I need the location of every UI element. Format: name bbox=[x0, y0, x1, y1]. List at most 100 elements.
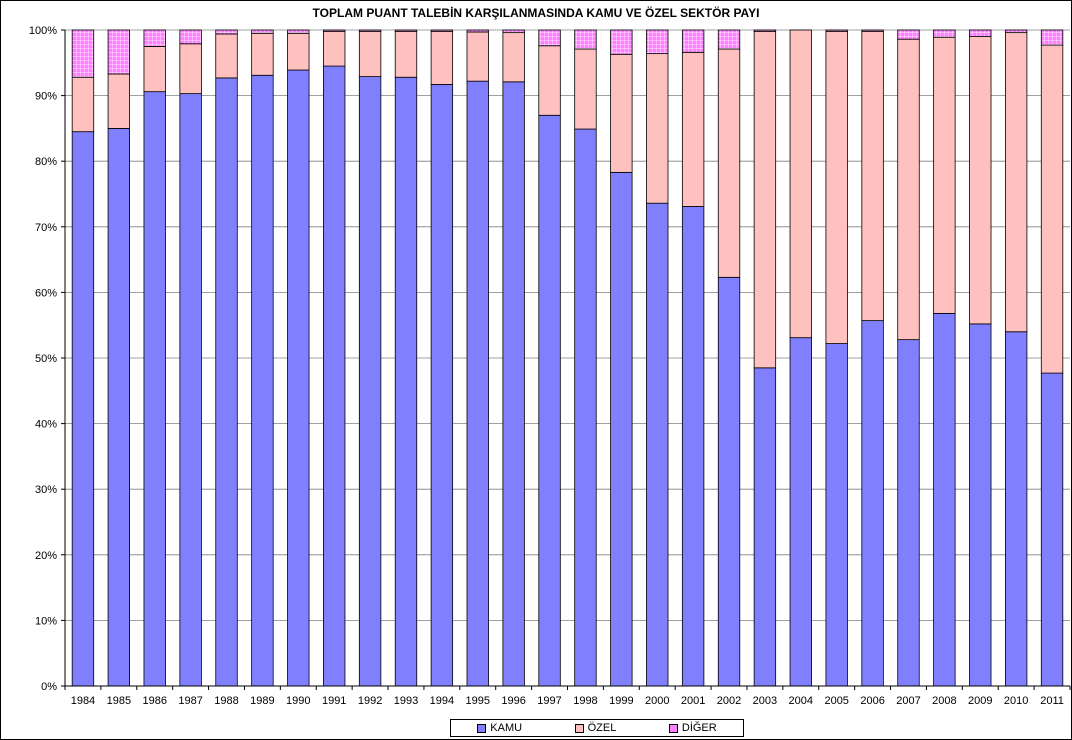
x-tick-label: 1991 bbox=[322, 695, 346, 707]
x-tick-label: 1993 bbox=[394, 695, 418, 707]
bar-segment-di-er-1999 bbox=[610, 29, 633, 55]
bar-segment-di-er-1986 bbox=[143, 29, 166, 47]
bar-segment--zel-1986 bbox=[143, 46, 166, 93]
x-tick-label: 2010 bbox=[1004, 695, 1028, 707]
legend-label-diger: DİĞER bbox=[681, 722, 717, 734]
bar-segment-kamu-1999 bbox=[610, 171, 633, 687]
x-tick-label: 2005 bbox=[824, 695, 848, 707]
bar-segment-di-er-2000 bbox=[646, 29, 669, 55]
bar-segment--zel-2007 bbox=[897, 38, 920, 341]
bar-segment--zel-2008 bbox=[933, 36, 956, 314]
x-tick-label: 1994 bbox=[430, 695, 454, 707]
x-tick-label: 2009 bbox=[968, 695, 992, 707]
bar-segment-kamu-2006 bbox=[861, 320, 884, 687]
x-tick-label: 2008 bbox=[932, 695, 956, 707]
y-tick-label: 100% bbox=[29, 25, 57, 37]
bar-segment-kamu-2002 bbox=[717, 276, 741, 687]
legend: KAMU ÖZEL DİĞER bbox=[450, 719, 744, 737]
bar-segment--zel-2001 bbox=[681, 51, 705, 207]
bar-segment-di-er-1995 bbox=[466, 29, 489, 33]
bar-segment--zel-1988 bbox=[215, 33, 238, 79]
bar-segment--zel-1998 bbox=[574, 48, 597, 130]
bar-segment-di-er-1993 bbox=[394, 29, 418, 32]
bar-segment--zel-1999 bbox=[610, 53, 633, 173]
bar-segment--zel-1996 bbox=[502, 32, 525, 83]
bar-segment--zel-2000 bbox=[646, 53, 669, 204]
y-tick-label: 10% bbox=[35, 615, 57, 627]
x-tick-label: 1988 bbox=[214, 695, 238, 707]
bar-segment--zel-1990 bbox=[287, 32, 310, 71]
bar-segment-kamu-1987 bbox=[179, 93, 202, 687]
y-tick-label: 50% bbox=[35, 353, 57, 365]
bar-segment-kamu-1984 bbox=[71, 131, 95, 687]
y-tick-label: 90% bbox=[35, 91, 57, 103]
bar-segment-kamu-1997 bbox=[538, 114, 561, 687]
y-tick-label: 60% bbox=[35, 287, 57, 299]
x-tick-label: 2011 bbox=[1040, 695, 1064, 707]
bar-segment--zel-2005 bbox=[825, 30, 848, 344]
bar-segment-di-er-2003 bbox=[753, 29, 777, 32]
bar-segment--zel-2011 bbox=[1040, 44, 1064, 374]
bar-segment-kamu-2004 bbox=[789, 337, 812, 687]
bar-segment--zel-2002 bbox=[717, 48, 741, 278]
bar-segment-di-er-1998 bbox=[574, 29, 597, 50]
bar-segment-kamu-1990 bbox=[287, 69, 310, 687]
bar-segment-kamu-1995 bbox=[466, 80, 489, 687]
bar-segment-kamu-2000 bbox=[646, 202, 669, 687]
y-tick-label: 70% bbox=[35, 222, 57, 234]
legend-swatch-diger bbox=[668, 723, 678, 733]
x-tick-label: 2002 bbox=[717, 695, 741, 707]
bar-segment--zel-1991 bbox=[323, 30, 346, 67]
legend-item-kamu: KAMU bbox=[477, 722, 522, 734]
bar-segment-di-er-2008 bbox=[933, 29, 956, 38]
legend-label-kamu: KAMU bbox=[490, 722, 523, 734]
bar-segment-di-er-1985 bbox=[107, 29, 131, 75]
y-tick-label: 40% bbox=[35, 419, 57, 431]
y-tick-label: 30% bbox=[35, 484, 57, 496]
x-tick-label: 1986 bbox=[142, 695, 166, 707]
legend-item-diger: DİĞER bbox=[668, 722, 717, 734]
bar-segment--zel-2010 bbox=[1004, 32, 1028, 333]
bar-segment-di-er-1987 bbox=[179, 29, 202, 45]
bars bbox=[71, 29, 1064, 687]
bar-segment-di-er-1988 bbox=[215, 29, 238, 35]
bar-segment--zel-1994 bbox=[430, 30, 454, 85]
x-tick-label: 1990 bbox=[286, 695, 310, 707]
bar-segment-di-er-2007 bbox=[897, 29, 920, 40]
bar-segment-di-er-1989 bbox=[251, 29, 274, 34]
x-tick-label: 2003 bbox=[753, 695, 777, 707]
bar-segment-kamu-1986 bbox=[143, 91, 166, 687]
bar-segment-kamu-2011 bbox=[1040, 372, 1064, 687]
bar-segment-di-er-2011 bbox=[1040, 29, 1064, 46]
bar-segment-di-er-2005 bbox=[825, 29, 848, 32]
x-tick-label: 2000 bbox=[645, 695, 669, 707]
x-tick-label: 2004 bbox=[789, 695, 813, 707]
bar-segment-kamu-1994 bbox=[430, 84, 454, 687]
bar-segment-di-er-2001 bbox=[681, 29, 705, 53]
y-tick-label: 20% bbox=[35, 550, 57, 562]
bar-segment--zel-2009 bbox=[969, 36, 992, 325]
y-tick-labels: 0% 10% 20% 30% 40% 50% 60% 70% 80% 90% 100% bbox=[29, 25, 57, 693]
bar-segment-kamu-1991 bbox=[323, 65, 346, 687]
bar-segment-di-er-1991 bbox=[323, 29, 346, 32]
bar-segment-kamu-2009 bbox=[969, 323, 992, 687]
x-tick-label: 2006 bbox=[860, 695, 884, 707]
bar-segment-di-er-1994 bbox=[430, 29, 454, 32]
y-tick-label: 0% bbox=[41, 681, 57, 693]
x-tick-labels: 1984 1985 1986 1987 1988 1989 1990 1991 1992 1993… bbox=[71, 695, 1064, 707]
bar-segment-di-er-1996 bbox=[502, 29, 525, 34]
bar-segment-kamu-2003 bbox=[753, 367, 777, 687]
bar-segment-kamu-1989 bbox=[251, 74, 274, 687]
bar-segment--zel-2003 bbox=[753, 30, 777, 369]
x-tick-label: 1985 bbox=[107, 695, 131, 707]
bar-segment--zel-1997 bbox=[538, 45, 561, 116]
x-tick-label: 1995 bbox=[466, 695, 490, 707]
bar-segment-kamu-1998 bbox=[574, 128, 597, 687]
legend-swatch-kamu bbox=[477, 723, 487, 733]
bar-segment-kamu-2005 bbox=[825, 343, 848, 687]
x-tick-label: 1984 bbox=[71, 695, 95, 707]
bar-segment-kamu-1985 bbox=[107, 127, 131, 687]
bar-segment-kamu-1988 bbox=[215, 77, 238, 687]
